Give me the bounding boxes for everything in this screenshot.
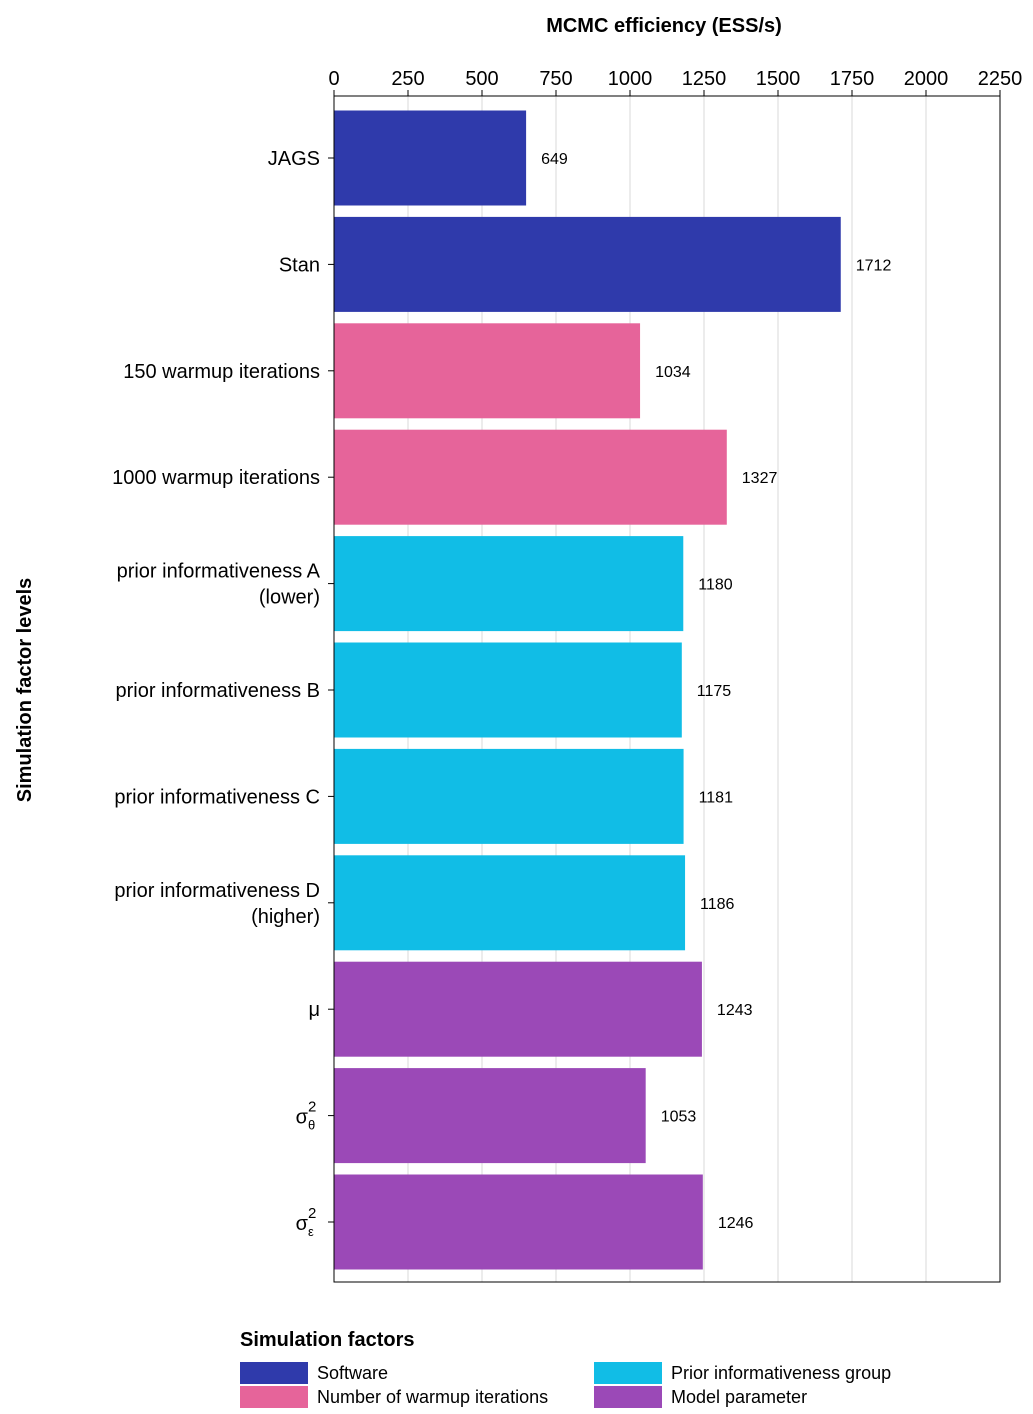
plot-frame bbox=[333, 95, 1001, 1283]
category-label-superscript: 2 bbox=[308, 1205, 316, 1222]
bar-value-label: 1327 bbox=[742, 470, 778, 487]
x-tick-label: 2000 bbox=[904, 68, 949, 90]
x-tick-label: 1250 bbox=[682, 68, 727, 90]
x-tick-label: 0 bbox=[328, 68, 339, 90]
bar-value-label: 1712 bbox=[856, 257, 892, 274]
bar bbox=[334, 855, 686, 951]
y-axis-title: Simulation factor levels bbox=[14, 578, 36, 803]
category-label: 150 warmup iterations bbox=[123, 361, 320, 383]
x-tick-label: 1750 bbox=[830, 68, 875, 90]
x-tick-label: 1500 bbox=[756, 68, 801, 90]
legend-label: Software bbox=[317, 1363, 388, 1383]
bar bbox=[334, 1068, 646, 1164]
legend: Simulation factors Software Prior informa… bbox=[240, 1329, 891, 1408]
bar bbox=[334, 323, 641, 419]
x-tick-label: 2250 bbox=[978, 68, 1023, 90]
legend-swatch bbox=[240, 1362, 308, 1384]
bar bbox=[334, 216, 841, 312]
legend-label: Prior informativeness group bbox=[671, 1363, 891, 1383]
legend-swatch bbox=[594, 1362, 662, 1384]
category-label-superscript: 2 bbox=[308, 1099, 316, 1116]
category-label: prior informativeness C bbox=[114, 786, 320, 808]
category-label: σ bbox=[296, 1107, 309, 1129]
bar-value-label: 1180 bbox=[698, 577, 733, 594]
legend-swatch bbox=[594, 1386, 662, 1408]
bar-value-label: 1181 bbox=[699, 789, 734, 806]
category-label-subscript: θ bbox=[308, 1118, 315, 1133]
category-label: prior informativeness B bbox=[115, 680, 320, 702]
category-label: prior informativeness A (lower) bbox=[117, 561, 321, 609]
category-label: μ bbox=[308, 999, 320, 1021]
category-label-subscript: ε bbox=[308, 1224, 314, 1239]
bar bbox=[334, 536, 684, 632]
bar bbox=[334, 961, 702, 1057]
category-label: JAGS bbox=[268, 148, 320, 170]
bar-value-label: 1246 bbox=[718, 1215, 754, 1232]
category-label: prior informativeness D (higher) bbox=[114, 880, 320, 928]
category-label: 1000 warmup iterations bbox=[112, 467, 320, 489]
category-label: Stan bbox=[279, 254, 320, 276]
bar-value-label: 1053 bbox=[661, 1109, 697, 1126]
bar bbox=[334, 429, 727, 525]
bar bbox=[334, 748, 684, 844]
x-tick-label: 1000 bbox=[608, 68, 653, 90]
bar-value-label: 1034 bbox=[655, 364, 691, 381]
x-tick-label: 500 bbox=[465, 68, 498, 90]
legend-label: Model parameter bbox=[671, 1387, 807, 1407]
axes: 0 250 500 750 1000 1250 1500 1750 2000 2250 JAGS St… bbox=[112, 68, 1023, 1283]
bar-value-label: 1186 bbox=[700, 896, 735, 913]
x-tick-label: 250 bbox=[391, 68, 424, 90]
bar-value-label: 1243 bbox=[717, 1002, 753, 1019]
bar bbox=[334, 110, 527, 206]
bar bbox=[334, 1174, 703, 1270]
x-axis-title: MCMC efficiency (ESS/s) bbox=[546, 15, 782, 37]
legend-swatch bbox=[240, 1386, 308, 1408]
category-label: σ bbox=[296, 1213, 309, 1235]
legend-title: Simulation factors bbox=[240, 1329, 414, 1351]
bar-value-label: 649 bbox=[541, 151, 568, 168]
bars: 649 1712 1034 1327 1180 1175 1181 1186 1243 1053 1… bbox=[334, 110, 892, 1270]
legend-label: Number of warmup iterations bbox=[317, 1387, 548, 1407]
bar-value-label: 1175 bbox=[697, 683, 732, 700]
x-tick-label: 750 bbox=[539, 68, 572, 90]
bar bbox=[334, 642, 682, 738]
